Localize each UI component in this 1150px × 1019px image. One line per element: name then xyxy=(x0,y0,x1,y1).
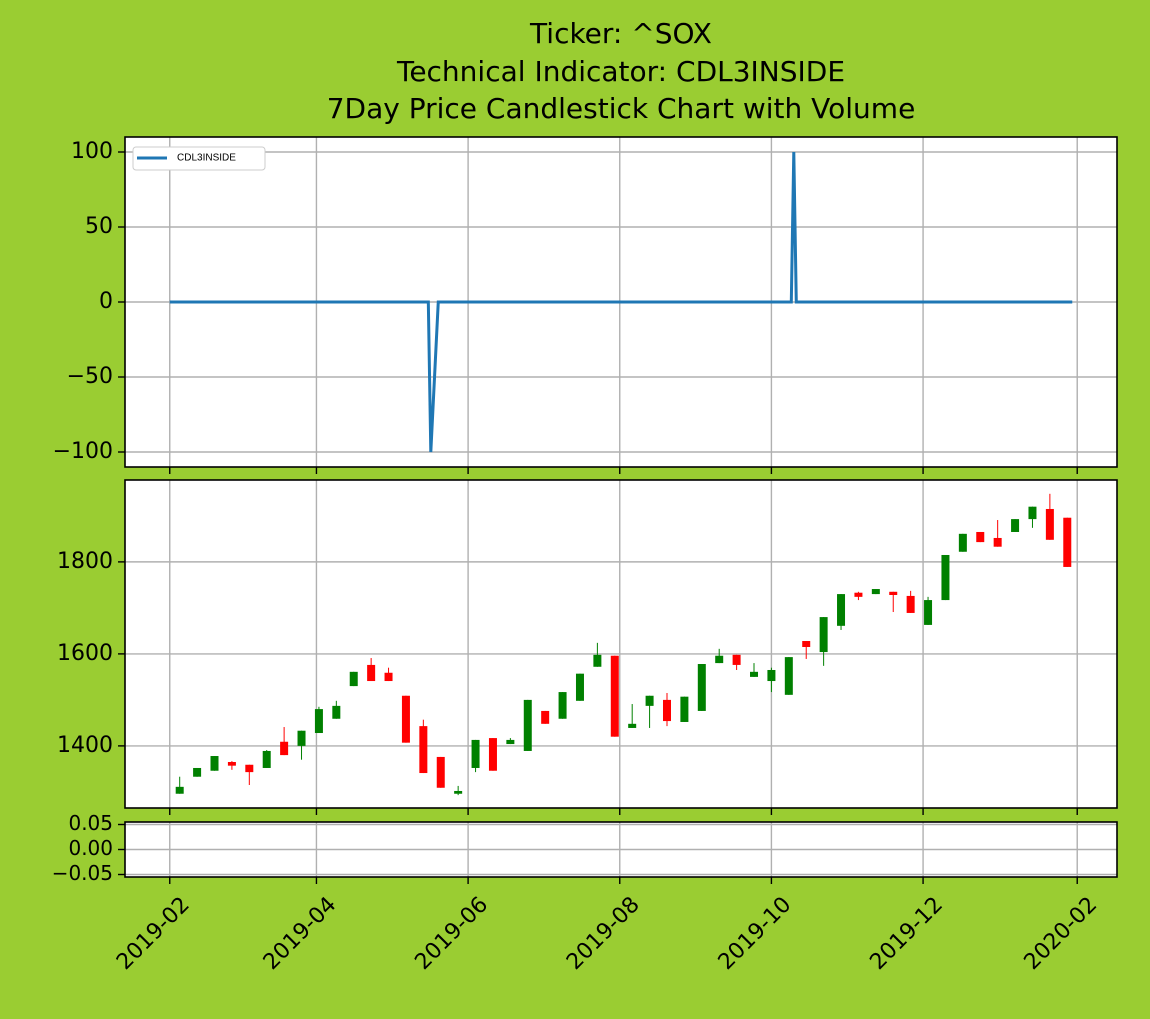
candle-body xyxy=(837,594,846,626)
y-tick-label: 0.00 xyxy=(68,836,113,860)
y-tick-label: 1400 xyxy=(57,733,113,758)
candle-body xyxy=(802,641,811,647)
indicator-line xyxy=(169,151,1073,453)
candle-body xyxy=(575,673,584,701)
candle-body xyxy=(401,695,410,743)
y-tick-label: 1600 xyxy=(57,641,113,666)
y-tick-label: 0 xyxy=(99,289,113,314)
candle-body xyxy=(906,595,915,613)
candle-body xyxy=(384,672,393,682)
chart-title: Ticker: ^SOX xyxy=(529,17,712,50)
x-tick-label: 2019-12 xyxy=(865,892,948,975)
x-tick-label: 2019-06 xyxy=(410,892,493,975)
candle-body xyxy=(488,738,497,771)
candle-body xyxy=(767,669,776,682)
candle-body xyxy=(750,671,759,677)
candle-body xyxy=(645,695,654,706)
x-tick-label: 2019-10 xyxy=(714,892,797,975)
candle-body xyxy=(976,531,985,543)
y-tick-label: 1800 xyxy=(57,549,113,574)
candle-body xyxy=(506,739,515,745)
candle-body xyxy=(558,692,567,719)
candle-body xyxy=(245,764,254,773)
plot-frame xyxy=(124,479,1118,809)
y-tick-label: 100 xyxy=(71,139,113,164)
candle-body xyxy=(732,654,741,665)
candle-body xyxy=(349,671,358,687)
legend: CDL3INSIDE xyxy=(132,146,266,171)
x-tick-label: 2020-02 xyxy=(1020,892,1103,975)
candle-body xyxy=(1011,519,1020,532)
candle-body xyxy=(1045,508,1054,540)
candle-body xyxy=(819,617,828,653)
x-tick-label: 2019-04 xyxy=(259,892,342,975)
candle-body xyxy=(193,767,202,777)
y-tick-label: 50 xyxy=(85,214,113,239)
candle-body xyxy=(314,709,323,734)
candle-body xyxy=(889,591,898,596)
y-tick-label: −100 xyxy=(53,439,113,464)
candle-body xyxy=(610,655,619,737)
legend-label: CDL3INSIDE xyxy=(177,153,236,164)
candle-body xyxy=(697,664,706,711)
candle-body xyxy=(523,699,532,751)
candle-body xyxy=(297,730,306,746)
candle-body xyxy=(332,705,341,719)
candle-body xyxy=(262,750,271,768)
candle-body xyxy=(471,739,480,768)
y-tick-label: −0.05 xyxy=(52,861,113,885)
candle-body xyxy=(628,723,637,728)
candle-body xyxy=(941,554,950,601)
candle-body xyxy=(784,657,793,695)
y-tick-label: −50 xyxy=(67,364,113,389)
candle-body xyxy=(593,654,602,667)
candle-body xyxy=(419,726,428,774)
chart-title: Technical Indicator: CDL3INSIDE xyxy=(396,55,845,88)
plot-frame xyxy=(124,821,1118,878)
candle-body xyxy=(1063,517,1072,567)
candle-body xyxy=(993,537,1002,547)
candle-body xyxy=(854,592,863,597)
candle-body xyxy=(175,786,184,794)
candle-body xyxy=(436,756,445,788)
candle-body xyxy=(1028,506,1037,520)
candle-body xyxy=(680,696,689,722)
candle-body xyxy=(871,589,880,595)
y-tick-label: 0.05 xyxy=(68,811,113,835)
candle-body xyxy=(367,664,376,682)
candle-body xyxy=(715,655,724,664)
candle-body xyxy=(227,761,236,766)
x-tick-label: 2019-02 xyxy=(112,892,195,975)
x-tick-label: 2019-08 xyxy=(562,892,645,975)
plot-frame xyxy=(124,136,1118,468)
chart-title: 7Day Price Candlestick Chart with Volume xyxy=(327,92,916,125)
candle-body xyxy=(210,756,219,771)
candle-body xyxy=(924,600,933,625)
candle-body xyxy=(958,533,967,552)
candle-body xyxy=(541,710,550,724)
candle-body xyxy=(662,699,671,722)
legend-box xyxy=(132,146,266,171)
plot-area xyxy=(125,480,1117,808)
candle-body xyxy=(280,741,289,756)
candle-body xyxy=(454,790,463,794)
